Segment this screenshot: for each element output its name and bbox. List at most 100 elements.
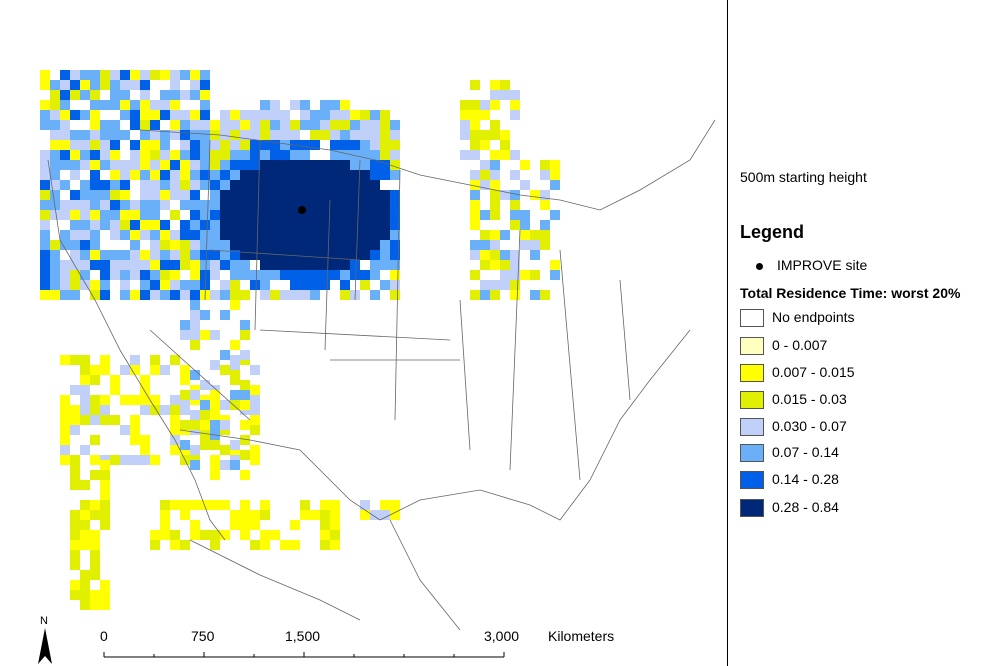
grid-cell [310, 210, 320, 220]
grid-cell [550, 170, 560, 180]
grid-cell [80, 570, 90, 580]
map-panel[interactable]: N 0 750 1,500 3,000 Kilometers [0, 0, 728, 666]
legend-site-label: IMPROVE site [777, 257, 868, 273]
grid-cell [170, 425, 180, 435]
grid-cell [90, 550, 100, 560]
grid-cell [390, 510, 400, 520]
grid-cell [480, 100, 490, 110]
grid-cell [220, 120, 230, 130]
grid-cell [250, 190, 260, 200]
grid-cell [330, 240, 340, 250]
grid-cell [100, 600, 110, 610]
grid-cell [330, 180, 340, 190]
grid-cell [210, 540, 220, 550]
grid-cell [270, 120, 280, 130]
grid-cell [40, 270, 50, 280]
grid-cell [130, 240, 140, 250]
grid-cell [150, 455, 160, 465]
grid-cell [390, 290, 400, 300]
grid-cell [130, 250, 140, 260]
grid-cell [70, 110, 80, 120]
grid-cell [210, 240, 220, 250]
grid-cell [280, 150, 290, 160]
grid-cell [90, 395, 100, 405]
grid-cell [140, 405, 150, 415]
grid-cell [200, 330, 210, 340]
grid-cell [200, 240, 210, 250]
grid-cell [90, 470, 100, 480]
grid-cell [120, 200, 130, 210]
grid-cell [210, 180, 220, 190]
legend-swatch [740, 364, 764, 383]
grid-cell [190, 410, 200, 420]
grid-cell [100, 270, 110, 280]
grid-cell [40, 170, 50, 180]
grid-cell [290, 270, 300, 280]
grid-cell [500, 130, 510, 140]
grid-cell [230, 260, 240, 270]
grid-cell [190, 320, 200, 330]
grid-cell [150, 200, 160, 210]
grid-cell [80, 110, 90, 120]
north-arrow-label: N [40, 615, 48, 627]
grid-cell [140, 70, 150, 80]
grid-cell [90, 110, 100, 120]
grid-cell [330, 500, 340, 510]
grid-cell [380, 120, 390, 130]
grid-cell [40, 260, 50, 270]
grid-cell [160, 220, 170, 230]
grid-cell [60, 70, 70, 80]
legend-class-label: 0.28 - 0.84 [772, 499, 839, 515]
grid-cell [350, 240, 360, 250]
grid-cell [300, 110, 310, 120]
grid-cell [250, 415, 260, 425]
grid-cell [540, 170, 550, 180]
grid-cell [260, 230, 270, 240]
grid-cell [80, 600, 90, 610]
grid-cell [120, 365, 130, 375]
grid-cell [70, 550, 80, 560]
grid-cell [190, 310, 200, 320]
grid-cell [160, 405, 170, 415]
grid-cell [240, 260, 250, 270]
grid-cell [140, 435, 150, 445]
grid-cell [350, 220, 360, 230]
grid-cell [60, 240, 70, 250]
grid-cell [240, 180, 250, 190]
grid-cell [320, 100, 330, 110]
grid-cell [520, 230, 530, 240]
grid-cell [100, 415, 110, 425]
legend-swatch [740, 471, 764, 490]
grid-cell [320, 510, 330, 520]
grid-cell [90, 280, 100, 290]
grid-cell [490, 180, 500, 190]
grid-cell [220, 230, 230, 240]
grid-cell [370, 170, 380, 180]
grid-cell [350, 200, 360, 210]
grid-cell [80, 375, 90, 385]
grid-cell [290, 160, 300, 170]
grid-cell [260, 260, 270, 270]
map-canvas[interactable]: N [0, 0, 728, 666]
grid-cell [90, 250, 100, 260]
grid-cell [350, 180, 360, 190]
grid-cell [60, 180, 70, 190]
grid-cell [120, 190, 130, 200]
grid-cell [180, 440, 190, 450]
grid-cell [270, 130, 280, 140]
grid-cell [360, 220, 370, 230]
grid-cell [260, 170, 270, 180]
grid-cell [90, 220, 100, 230]
grid-cell [220, 170, 230, 180]
grid-cell [250, 365, 260, 375]
grid-cell [190, 460, 200, 470]
grid-cell [190, 210, 200, 220]
grid-cell [470, 210, 480, 220]
grid-cell [60, 270, 70, 280]
grid-cell [130, 120, 140, 130]
improve-site-marker[interactable] [298, 206, 306, 214]
grid-cell [80, 190, 90, 200]
grid-cell [220, 310, 230, 320]
grid-cell [60, 140, 70, 150]
grid-cell [240, 435, 250, 445]
